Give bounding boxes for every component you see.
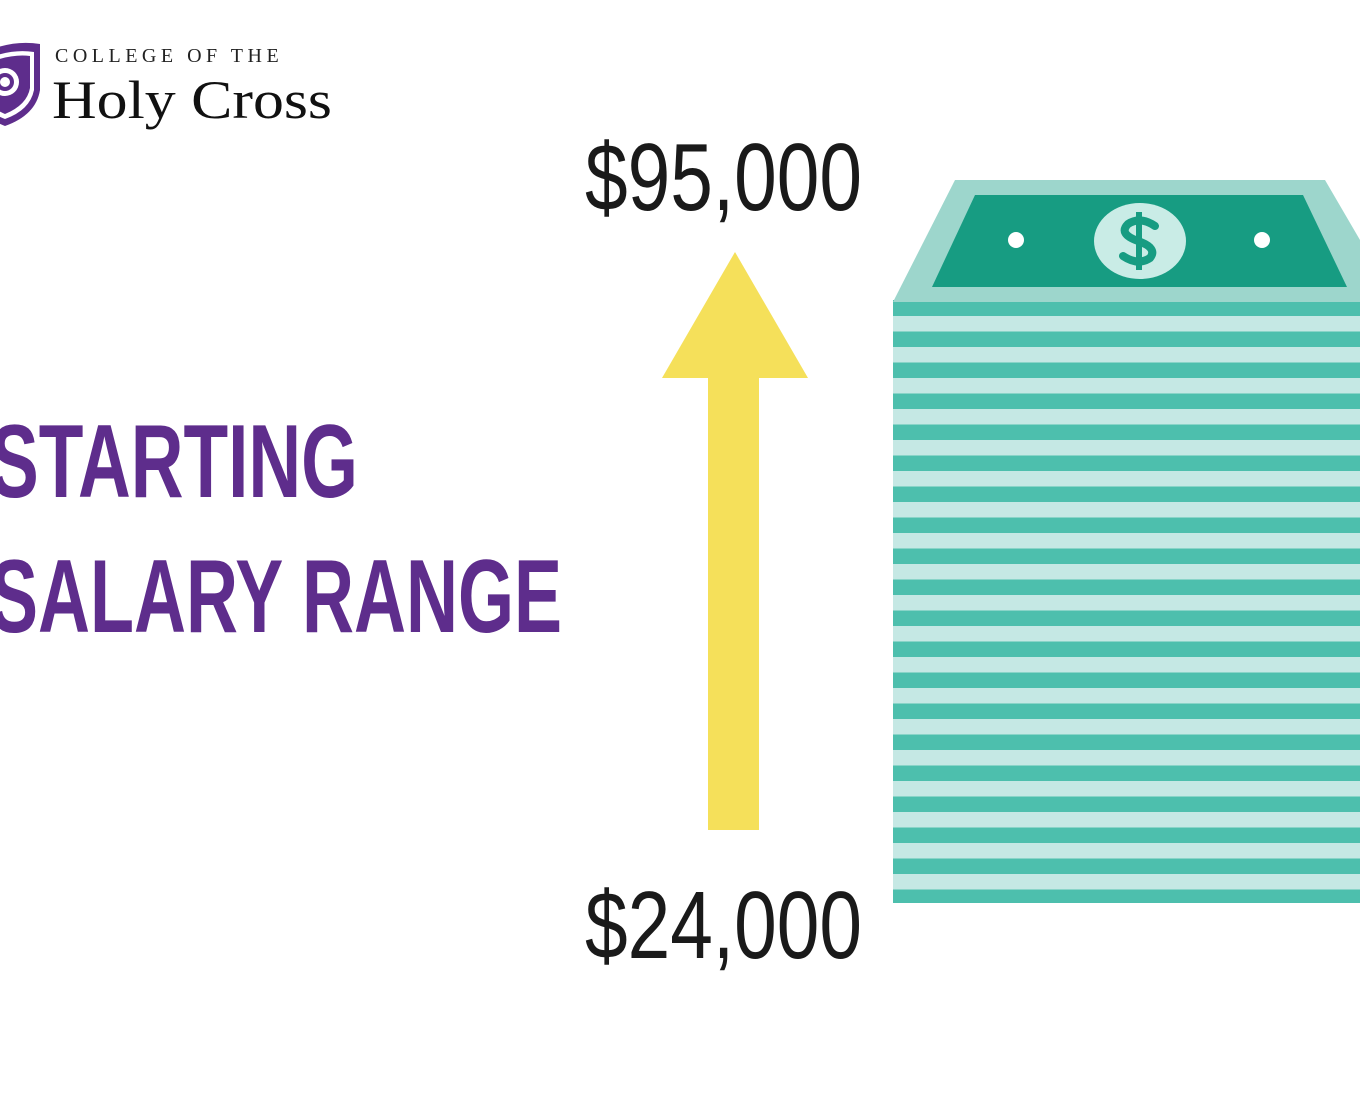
stack-stripe xyxy=(893,827,1360,843)
stack-stripe xyxy=(893,315,1360,332)
stack-stripe xyxy=(893,548,1360,564)
stack-stripe xyxy=(893,439,1360,456)
stack-stripe xyxy=(893,765,1360,781)
logo-line1: COLLEGE OF THE xyxy=(55,45,283,67)
stack-stripe xyxy=(893,780,1360,797)
stack-stripe xyxy=(893,703,1360,719)
stack-stripe xyxy=(893,594,1360,611)
stack-stripe xyxy=(893,393,1360,409)
money-stack xyxy=(893,180,1360,903)
stack-stripe xyxy=(893,749,1360,766)
stack-stripe xyxy=(893,858,1360,874)
stack-stripe xyxy=(893,455,1360,471)
up-arrow xyxy=(662,252,808,830)
stack-stripe xyxy=(893,625,1360,642)
stack-stripe xyxy=(893,579,1360,595)
stack-stripe xyxy=(893,889,1360,903)
range-low: $24,000 xyxy=(585,872,862,979)
stack-stripe xyxy=(893,517,1360,533)
heading-line1: STARTING xyxy=(0,404,358,520)
stack-stripe xyxy=(893,377,1360,394)
stack-stripe xyxy=(893,672,1360,688)
stack-stripe xyxy=(893,687,1360,704)
stack-stripe xyxy=(893,501,1360,518)
stack-stripe xyxy=(893,610,1360,626)
stack-stripe xyxy=(893,408,1360,425)
logo-shield xyxy=(0,42,40,126)
stack-stripe xyxy=(893,486,1360,502)
range-high: $95,000 xyxy=(585,124,862,231)
stack-stripe xyxy=(893,424,1360,440)
stack-stripe xyxy=(893,300,1360,316)
stack-stripe xyxy=(893,470,1360,487)
stack-stripe xyxy=(893,873,1360,890)
stack-stripe xyxy=(893,734,1360,750)
stack-stripe xyxy=(893,796,1360,812)
logo-line2: Holy Cross xyxy=(52,70,332,130)
stack-stripe xyxy=(893,362,1360,378)
stack-stripe xyxy=(893,641,1360,657)
stack-stripe xyxy=(893,346,1360,363)
stack-stripe xyxy=(893,718,1360,735)
stack-stripe xyxy=(893,563,1360,580)
stack-stripe xyxy=(893,656,1360,673)
heading-line2: SALARY RANGE xyxy=(0,539,562,655)
stack-stripe xyxy=(893,532,1360,549)
stack-stripe xyxy=(893,811,1360,828)
stack-stripe xyxy=(893,331,1360,347)
stack-stripe xyxy=(893,842,1360,859)
